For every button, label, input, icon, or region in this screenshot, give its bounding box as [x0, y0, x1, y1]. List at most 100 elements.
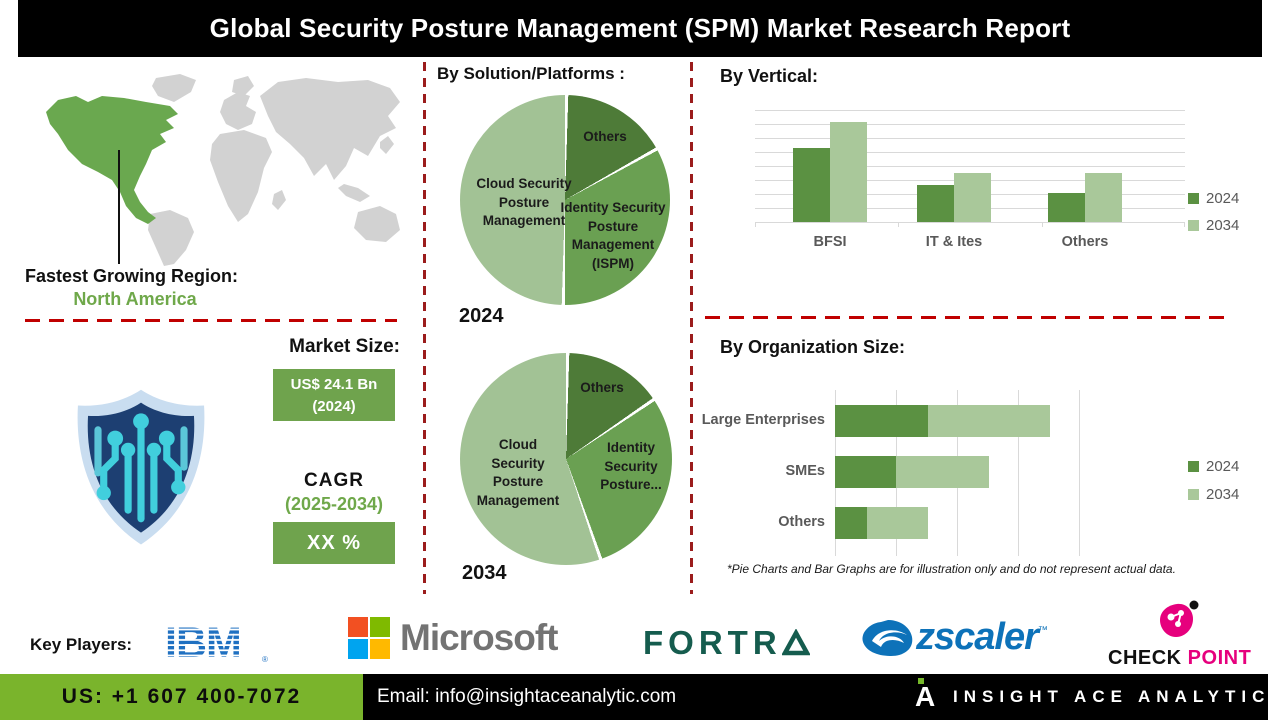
bar-oth-2034: [866, 507, 928, 539]
vertical-heading: By Vertical:: [720, 66, 819, 86]
fortra-triangle-icon: [781, 629, 810, 656]
bar-bfsi-2024: [793, 148, 830, 222]
footer-email: Email: info@insightaceanalytic.com: [377, 686, 677, 707]
insight-ace-wordmark: INSIGHT ACE ANALYTIC: [953, 687, 1271, 706]
svg-text:IBM: IBM: [165, 620, 241, 664]
key-players-label: Key Players:: [30, 635, 133, 654]
cagr-period: (2025-2034): [284, 494, 384, 514]
zscaler-wordmark: zscaler: [916, 616, 1039, 658]
checkpoint-icon: [1160, 600, 1199, 637]
cagr-value-box: XX %: [273, 522, 395, 564]
x-label-bfsi: BFSI: [813, 234, 847, 250]
legend-swatch-2024: [1188, 461, 1199, 472]
solutions-heading: By Solution/Platforms :: [437, 64, 625, 83]
pie2024-identity-label: Identity Security Posture Management (IS…: [560, 200, 666, 271]
x-label-others: Others: [1061, 234, 1109, 250]
page-title: Global Security Posture Management (SPM)…: [18, 0, 1262, 57]
dashed-separator-right: [690, 62, 693, 594]
map-madagascar: [272, 190, 286, 210]
map-sea-islands: [338, 184, 370, 202]
zscaler-logo: zscaler ™: [860, 616, 1048, 659]
fastest-growing-label: Fastest Growing Region:: [25, 266, 239, 286]
insight-ace-brand: A INSIGHT ACE ANALYTIC: [915, 674, 1270, 720]
fortra-wordmark: FORTR: [643, 624, 782, 661]
map-scandinavia: [232, 76, 254, 96]
map-asia: [260, 78, 400, 180]
pie-chart-2034: Others Cloud Security Posture Management…: [460, 353, 672, 565]
ibm-logo: IBM ®: [165, 620, 268, 664]
fastest-growing-region: North America: [73, 289, 197, 309]
red-dashed-divider-right: [705, 316, 1231, 319]
bar-bfsi-2034: [830, 122, 867, 222]
bar-it-2024: [917, 185, 954, 222]
bar-others-2024: [1048, 192, 1085, 222]
bar-sme-2024: [835, 456, 896, 488]
footer-phone: US: +1 607 400-7072: [0, 674, 363, 720]
org-row-others: [835, 507, 928, 539]
checkpoint-logo: CHECK POINT: [1108, 598, 1252, 670]
bar-sme-2034: [896, 456, 989, 488]
pie2034-others-label: Others: [580, 380, 624, 395]
legend-swatch-2034: [1188, 220, 1199, 231]
vertical-bar-chart: [755, 110, 1185, 227]
org-row-large-enterprises: [835, 405, 1050, 437]
svg-text:®: ®: [262, 655, 268, 664]
microsoft-squares-icon: [348, 617, 390, 659]
pie2024-cloud-label: Cloud Security Posture Management: [476, 176, 572, 229]
pie-chart-2024: Others Cloud Security Posture Management…: [460, 95, 670, 305]
dashed-separator-left: [423, 62, 426, 594]
org-legend-2034: 2034: [1188, 486, 1239, 503]
map-africa: [210, 130, 272, 222]
microsoft-wordmark: Microsoft: [400, 617, 558, 658]
market-size-value: US$ 24.1 Bn: [290, 376, 378, 393]
disclaimer-footnote: *Pie Charts and Bar Graphs are for illus…: [727, 562, 1176, 576]
market-size-label: Market Size:: [289, 336, 400, 357]
security-shield-logo: [77, 389, 205, 545]
vertical-legend-2024: 2024: [1188, 190, 1239, 207]
region-pointer-line: [118, 150, 120, 264]
pie2034-cloud-label: Cloud Security Posture Management: [476, 437, 560, 508]
map-greenland: [152, 74, 196, 102]
world-map: [46, 74, 400, 266]
map-south-america: [148, 210, 194, 266]
org-legend-2024: 2024: [1188, 458, 1239, 475]
pie2024-year-label: 2024: [459, 305, 504, 327]
vertical-legend-2034: 2034: [1188, 217, 1239, 234]
pie2034-identity-label: Identity Security Posture...: [600, 440, 662, 493]
map-north-america-highlight: [46, 96, 178, 224]
org-row-smes: [835, 456, 989, 488]
zscaler-cloud-icon: [862, 619, 913, 656]
microsoft-logo: Microsoft: [348, 617, 558, 659]
checkpoint-wordmark: CHECK POINT: [1108, 647, 1252, 669]
legend-swatch-2024: [1188, 193, 1199, 204]
logo-green-dot: [918, 678, 924, 684]
cagr-label: CAGR: [304, 470, 364, 491]
org-heading: By Organization Size:: [720, 337, 906, 357]
bar-oth-2024: [835, 507, 867, 539]
pie2034-year-label: 2034: [462, 562, 507, 584]
footer-bar: Email: info@insightaceanalytic.com A INS…: [363, 674, 1268, 720]
map-na-island: [156, 106, 174, 118]
red-dashed-divider-left: [25, 319, 397, 322]
bar-le-2024: [835, 405, 928, 437]
market-size-year: (2024): [312, 397, 356, 415]
y-label-others: Others: [778, 514, 825, 530]
bar-le-2034: [927, 405, 1050, 437]
map-europe: [220, 92, 256, 130]
map-australia: [354, 206, 400, 242]
bar-group-others: [1048, 172, 1122, 222]
insight-ace-logo-icon: A: [915, 678, 939, 715]
market-size-value-box: US$ 24.1 Bn (2024): [273, 369, 395, 421]
fortra-logo: FORTR: [643, 624, 810, 662]
bar-group-bfsi: [793, 122, 867, 222]
y-label-large-enterprises: Large Enterprises: [701, 412, 825, 428]
bar-it-2034: [954, 172, 991, 222]
zscaler-tm: ™: [1037, 625, 1048, 636]
x-label-it: IT & Ites: [925, 234, 983, 250]
legend-swatch-2034: [1188, 489, 1199, 500]
map-japan: [380, 136, 394, 154]
y-label-smes: SMEs: [785, 463, 826, 479]
pie2024-others-label: Others: [583, 129, 627, 144]
bar-others-2034: [1085, 172, 1122, 222]
